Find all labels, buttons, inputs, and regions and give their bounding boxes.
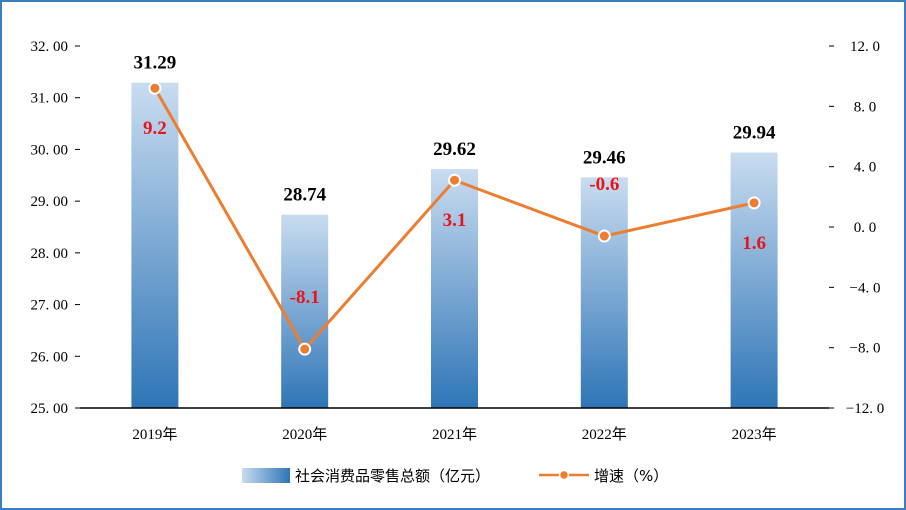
- legend-bar-label: 社会消费品零售总额（亿元）: [295, 467, 490, 485]
- right-tick-label: 12. 0: [850, 39, 880, 55]
- growth-point: [747, 196, 761, 210]
- left-tick-label: 32. 00: [31, 39, 69, 55]
- bar: [580, 177, 628, 408]
- growth-value-label: 9.2: [143, 118, 167, 139]
- left-tick-label: 29. 00: [31, 194, 69, 210]
- bar-value-label: 31.29: [134, 53, 177, 74]
- legend-bar-swatch: [242, 468, 290, 483]
- axes: 25. 00 26. 00 27. 00 28. 00 29. 00 30. 00 31. …: [31, 39, 885, 443]
- right-tick-label: −8. 0: [850, 341, 881, 357]
- x-tick-label: 2020年: [282, 426, 327, 443]
- growth-point: [448, 173, 461, 187]
- bar: [281, 214, 329, 408]
- growth-point: [298, 342, 312, 356]
- left-tick-label: 31. 00: [31, 91, 69, 107]
- growth-value-label: -8.1: [290, 287, 320, 308]
- bar-value-label: 29.46: [583, 147, 626, 168]
- right-tick-label: −4. 0: [850, 280, 881, 296]
- left-tick-label: 27. 00: [31, 298, 69, 314]
- growth-point: [597, 229, 611, 243]
- growth-value-label: -0.6: [589, 174, 619, 195]
- left-tick-label: 25. 00: [31, 401, 69, 417]
- x-tick-label: 2022年: [582, 426, 627, 443]
- left-tick-label: 28. 00: [31, 246, 69, 262]
- left-tick-label: 26. 00: [31, 349, 69, 365]
- bar-value-label: 28.74: [283, 185, 326, 206]
- bar: [131, 82, 179, 409]
- x-tick-label: 2021年: [432, 426, 477, 443]
- growth-value-label: 1.6: [742, 233, 766, 254]
- right-tick-label: −12. 0: [846, 401, 884, 417]
- growth-line-series: [148, 81, 761, 356]
- bar-series: [131, 82, 778, 409]
- bar: [730, 152, 778, 408]
- bar-value-label: 29.94: [733, 123, 776, 144]
- data-labels: 31.29 28.74 29.62 29.46 29.94 9.2 -8.1 3.1 -0.6 1…: [134, 53, 776, 308]
- growth-point: [148, 81, 162, 95]
- legend-line-marker: [558, 469, 570, 481]
- right-tick-label: 4. 0: [854, 160, 877, 176]
- growth-value-label: 3.1: [443, 210, 467, 231]
- left-tick-label: 30. 00: [31, 142, 69, 158]
- legend: 社会消费品零售总额（亿元） 增速（%）: [242, 467, 668, 485]
- right-tick-label: 0. 0: [854, 220, 877, 236]
- x-tick-label: 2019年: [132, 426, 177, 443]
- bar-value-label: 29.62: [433, 139, 476, 160]
- right-tick-label: 8. 0: [854, 99, 877, 115]
- x-tick-label: 2023年: [732, 426, 777, 443]
- legend-line-label: 增速（%）: [594, 467, 668, 485]
- bar: [431, 169, 478, 408]
